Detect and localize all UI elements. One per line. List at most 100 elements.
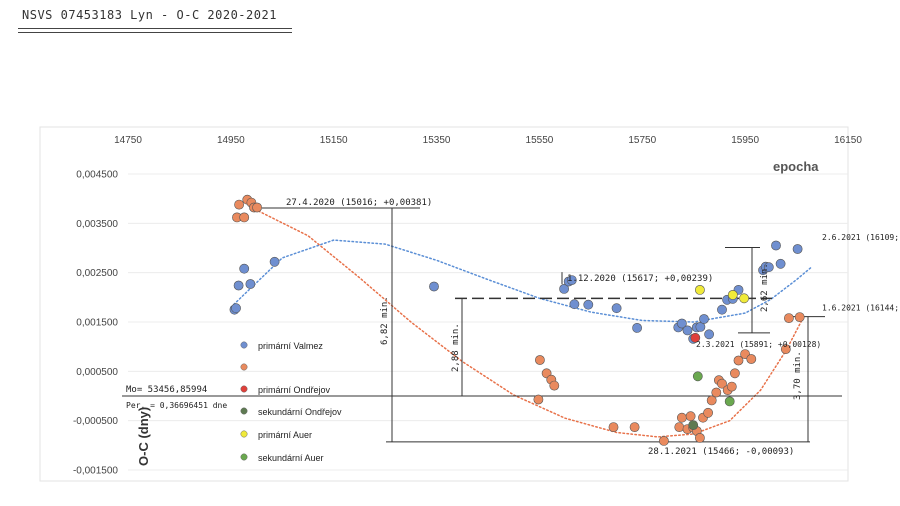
data-point (763, 262, 774, 273)
legend-marker (240, 407, 248, 415)
annotation-max-sec: 27.4.2020 (15016; +0,00381) (286, 198, 432, 208)
chart-title: NSVS 07453183 Lyn - O-C 2020-2021 (22, 8, 277, 22)
annotation-min-sec: 28.1.2021 (15466; -0,00093) (648, 447, 794, 457)
title-underline-double (18, 32, 292, 33)
data-point (535, 355, 545, 365)
data-point (792, 244, 803, 254)
data-point (566, 275, 577, 285)
x-tick-label: 14750 (114, 135, 142, 146)
data-point (269, 256, 280, 267)
annotations: 27.4.2020 (15016; +0,00381) 1.12.2020 (15… (126, 198, 900, 457)
y-tick-label: -0,001500 (73, 466, 118, 477)
annotation-m0: Mo= 53456,85994 (126, 385, 207, 395)
legend-label: sekundární Auer (258, 453, 324, 463)
annotation-sec-right: 1.6.2021 (16144; +0,001610) (822, 304, 900, 313)
data-point (608, 422, 619, 432)
x-axis-label: epocha (773, 159, 819, 174)
annotation-top-right: 2.6.2021 (16109; +0,003040) (822, 233, 900, 242)
data-point (569, 299, 580, 310)
data-point (533, 394, 544, 405)
annotation-p-left: 1.12.2020 (15617; +0,00239) (567, 274, 713, 284)
y-tick-label: 0,001500 (76, 318, 118, 329)
data-point (699, 314, 709, 324)
data-point (692, 371, 703, 382)
data-point (775, 258, 786, 269)
data-point (234, 199, 244, 210)
data-point (629, 422, 640, 432)
legend-label: sekundární Ondřejov (258, 407, 342, 417)
title-underline (18, 28, 292, 29)
data-point (695, 284, 705, 295)
data-point (239, 212, 250, 223)
x-tick-label: 16150 (834, 135, 862, 146)
data-point (794, 312, 805, 322)
trend-line-secondary (250, 206, 803, 438)
data-point (677, 412, 687, 423)
y-axis-label: O-C (dny) (136, 407, 151, 466)
data-point (231, 303, 241, 314)
data-point (730, 368, 740, 379)
x-tick-label: 15750 (628, 135, 656, 146)
annotation-amp-sec: 6,82 min. (380, 296, 390, 345)
data-point (252, 202, 262, 213)
annotation-amp-far: 3,70 min. (793, 351, 803, 400)
data-point (711, 387, 722, 398)
y-tick-label: 0,004500 (76, 170, 118, 181)
data-point (674, 422, 685, 432)
data-point (704, 329, 714, 340)
annotation-p-right: 2.3.2021 (15891; +0,00128) (696, 340, 821, 349)
data-point (659, 435, 669, 446)
x-tick-label: 15950 (731, 135, 759, 146)
data-point (682, 325, 693, 336)
annotation-amp-left: 2,88 min. (451, 323, 461, 372)
data-point (703, 407, 713, 418)
trend-line-primary (230, 239, 813, 323)
plot-frame (39, 126, 849, 482)
legend-marker (240, 363, 248, 371)
data-point (685, 411, 696, 422)
data-point (717, 378, 727, 389)
x-tick-label: 14950 (217, 135, 245, 146)
legend-label: primární Auer (258, 430, 312, 440)
data-point (429, 281, 439, 292)
y-tick-label: 0,002500 (76, 268, 118, 279)
x-tick-labels: 14750 14950 15150 15350 15550 15750 15950 16150 (114, 135, 862, 146)
data-point (559, 283, 569, 294)
data-point (677, 318, 687, 329)
x-tick-label: 15350 (423, 135, 451, 146)
data-point (706, 395, 717, 406)
data-point (233, 280, 244, 291)
legend-marker (240, 385, 248, 393)
data-point (688, 420, 699, 430)
data-point (746, 354, 757, 364)
data-point (784, 313, 794, 323)
data-point (583, 299, 594, 310)
data-point (611, 303, 622, 314)
x-tick-label: 15550 (526, 135, 554, 146)
data-point (690, 332, 701, 343)
annotation-period: Per. = 0,36696451 dne (126, 401, 227, 410)
data-point (717, 304, 727, 315)
data-point (695, 432, 705, 443)
data-point (726, 381, 737, 392)
legend-label: primární Ondřejov (258, 385, 331, 395)
data-point (771, 240, 781, 251)
y-tick-label: 0,003500 (76, 219, 118, 230)
data-point (239, 263, 250, 274)
y-tick-label: 0,000500 (76, 367, 118, 378)
trend-lines (230, 206, 813, 438)
data-point (724, 396, 735, 407)
legend: primární Valmez primární Ondřejov sekundár… (240, 341, 342, 463)
y-tick-labels: -0,001500 -0,000500 0,000500 0,001500 0,0025… (73, 170, 118, 477)
data-point (733, 355, 744, 366)
data-point (245, 279, 256, 289)
data-points (229, 194, 805, 446)
legend-label: primární Valmez (258, 341, 323, 351)
legend-marker (240, 341, 248, 349)
legend-marker (240, 453, 248, 461)
x-tick-label: 15150 (320, 135, 348, 146)
annotation-amp-right: 2,62 min. (760, 263, 770, 312)
y-tick-label: -0,000500 (73, 416, 118, 427)
data-point (632, 322, 642, 333)
